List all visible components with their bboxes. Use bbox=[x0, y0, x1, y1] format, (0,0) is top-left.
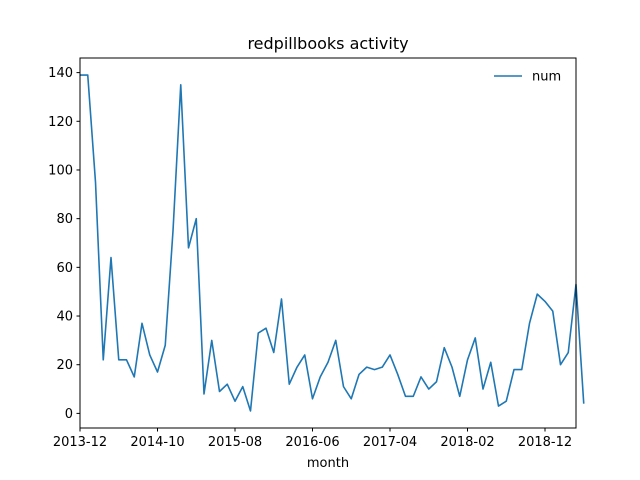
series-line-num bbox=[80, 74, 585, 412]
y-tick-label: 20 bbox=[56, 358, 73, 373]
plot-area bbox=[79, 57, 585, 429]
x-tick-label: 2014-10 bbox=[130, 435, 184, 450]
chart-title: redpillbooks activity bbox=[247, 34, 408, 53]
legend-label-num: num bbox=[532, 70, 561, 85]
x-tick-label: 2018-12 bbox=[518, 435, 572, 450]
y-tick-label: 120 bbox=[48, 115, 73, 130]
x-axis-label: month bbox=[307, 456, 349, 471]
x-tick-label: 2015-08 bbox=[208, 435, 262, 450]
y-tick-label: 140 bbox=[48, 66, 73, 81]
x-tick-label: 2013-12 bbox=[53, 435, 107, 450]
x-tick-label: 2017-04 bbox=[363, 435, 417, 450]
y-tick-label: 0 bbox=[65, 407, 73, 422]
legend: num bbox=[494, 70, 561, 85]
x-axis: 2013-12 2014-10 2015-08 2016-06 2017-04 2018-… bbox=[53, 428, 572, 450]
y-axis: 0 20 40 60 80 100 120 140 bbox=[48, 66, 80, 422]
y-tick-label: 80 bbox=[56, 212, 73, 227]
axes-frame bbox=[79, 57, 577, 429]
x-tick-label: 2016-06 bbox=[285, 435, 339, 450]
y-tick-label: 100 bbox=[48, 163, 73, 178]
x-tick-label: 2018-02 bbox=[440, 435, 494, 450]
y-tick-label: 40 bbox=[56, 310, 73, 325]
y-tick-label: 60 bbox=[56, 261, 73, 276]
